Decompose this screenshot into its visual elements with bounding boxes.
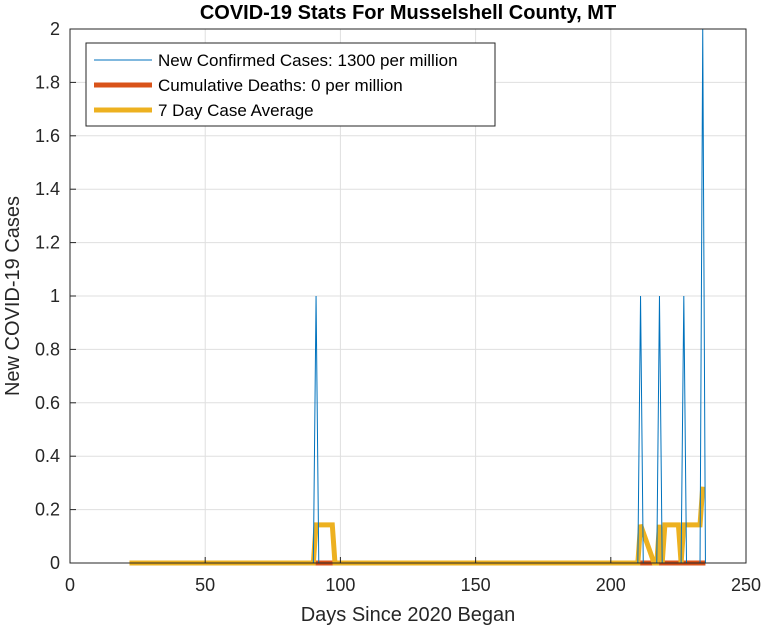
y-tick-label: 1 (50, 286, 60, 306)
y-axis-label: New COVID-19 Cases (2, 196, 24, 396)
legend-box (85, 42, 496, 127)
x-tick-label: 150 (461, 575, 491, 595)
y-tick-label: 1.2 (35, 233, 60, 253)
y-tick-label: 0.8 (35, 339, 60, 359)
x-tick-label: 0 (65, 575, 75, 595)
ticks: 0 50 100 150 200 250 0 0.2 0.4 0.6 0.8 1 1.2 1.4 1.6 1.… (35, 19, 761, 595)
y-tick-label: 2 (50, 19, 60, 39)
y-tick-label: 1.4 (35, 179, 60, 199)
legend: New Confirmed Cases: 1300 per million Cum… (85, 42, 496, 127)
legend-label: Cumulative Deaths: 0 per million (158, 76, 403, 95)
x-axis-label: Days Since 2020 Began (301, 604, 516, 626)
legend-label: 7 Day Case Average (158, 101, 314, 120)
y-tick-label: 0.2 (35, 500, 60, 520)
y-tick-label: 0 (50, 553, 60, 573)
x-tick-label: 200 (596, 575, 626, 595)
legend-label: New Confirmed Cases: 1300 per million (158, 51, 458, 70)
x-tick-label: 250 (731, 575, 761, 595)
y-tick-label: 0.6 (35, 393, 60, 413)
y-tick-label: 0.4 (35, 446, 60, 466)
x-tick-label: 100 (325, 575, 355, 595)
chart-title: COVID-19 Stats For Musselshell County, M… (200, 2, 616, 24)
y-tick-label: 1.8 (35, 72, 60, 92)
y-tick-label: 1.6 (35, 126, 60, 146)
x-tick-label: 50 (195, 575, 215, 595)
